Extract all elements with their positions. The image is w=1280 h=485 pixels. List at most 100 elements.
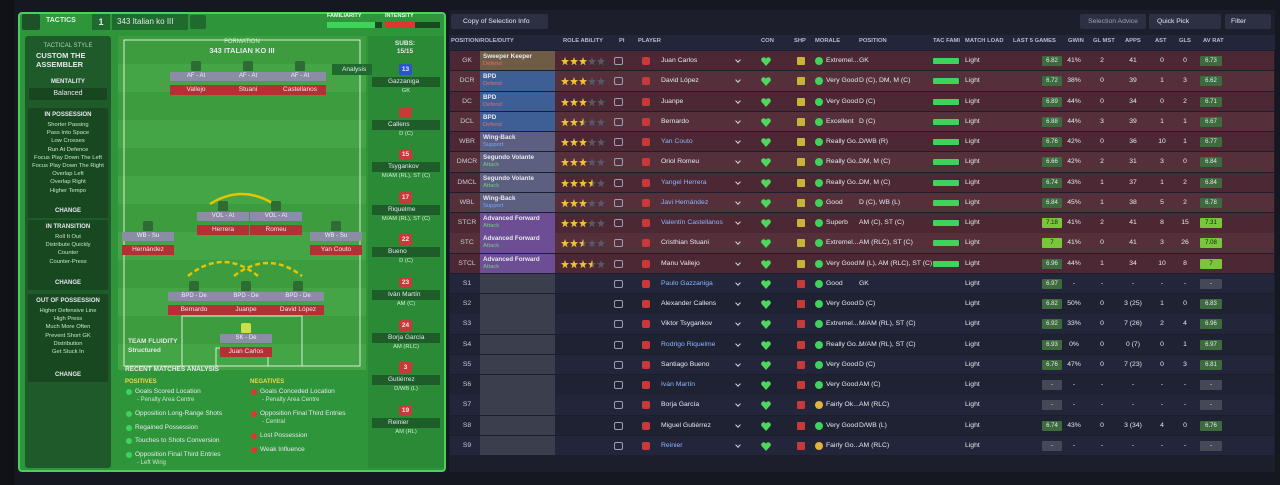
analysis-title[interactable]: RECENT MATCHES ANALYSIS <box>125 366 220 373</box>
section-item: Focus Play Down The Right <box>32 163 104 170</box>
player-name[interactable]: Iván Martín <box>661 381 695 389</box>
assists: 1 <box>1160 178 1164 186</box>
player-name[interactable]: Vallejo <box>170 85 222 95</box>
add-button[interactable] <box>190 15 206 29</box>
column-header[interactable]: POSITION/ROLE/DUTY <box>451 38 514 44</box>
tactic-name[interactable]: 343 Italian ko III <box>112 14 188 30</box>
player-name[interactable]: Castellanos <box>274 85 326 95</box>
player-name[interactable]: David López <box>272 305 324 315</box>
tactic-slot[interactable]: 1 <box>92 14 110 30</box>
apps: 34 <box>1129 97 1137 105</box>
sub-name[interactable]: Gutiérrez <box>372 375 440 386</box>
advice-button[interactable]: Selection Advice <box>1080 14 1146 29</box>
player-name[interactable]: Herrera <box>197 225 249 235</box>
column-header[interactable]: APPS <box>1125 38 1141 44</box>
position-code: S4 <box>462 340 472 348</box>
player-name[interactable]: Juan Carlos <box>220 347 272 357</box>
role-name[interactable]: Segundo Volante <box>483 154 534 162</box>
role-duty: Defend <box>483 61 502 67</box>
sub-name[interactable]: Callens <box>372 119 440 130</box>
column-header[interactable]: PI <box>619 38 625 44</box>
player-name[interactable]: Rodrigo Riquelme <box>661 340 716 348</box>
player-name[interactable]: Yangel Herrera <box>661 178 707 186</box>
sub-name[interactable]: Riquelme <box>372 204 440 215</box>
player-name[interactable]: Santiago Bueno <box>661 360 710 368</box>
role-name[interactable]: Wing-Back <box>483 194 516 202</box>
player-name[interactable]: Yan Couto <box>310 245 362 255</box>
position-code: WBR <box>459 138 475 146</box>
style-name[interactable]: CUSTOM THE ASSEMBLER <box>36 51 86 69</box>
player-name[interactable]: Bernardo <box>168 305 220 315</box>
role-name[interactable]: BPD <box>483 93 497 101</box>
morale: Very Good <box>826 77 859 85</box>
change-button[interactable]: CHANGE <box>54 208 81 214</box>
column-header[interactable]: PLAYER <box>638 38 661 44</box>
column-header[interactable]: CON <box>761 38 774 44</box>
sub-name[interactable]: Bueno <box>372 247 440 258</box>
familiarity-label: FAMILIARITY <box>327 13 362 19</box>
assists: 4 <box>1160 421 1164 429</box>
quick-pick-button[interactable]: Quick Pick <box>1149 14 1221 29</box>
sub-name[interactable]: Borja García <box>372 332 440 343</box>
player-name[interactable]: Juanpe <box>661 97 684 105</box>
change-button[interactable]: CHANGE <box>54 372 81 378</box>
player-name[interactable]: Alexander Callens <box>661 300 717 308</box>
player-name[interactable]: Bernardo <box>661 117 689 125</box>
role-name[interactable]: Segundo Volante <box>483 174 534 182</box>
tac-fami-bar <box>933 139 959 146</box>
role-name[interactable]: Sweeper Keeper <box>483 53 533 60</box>
filter-button[interactable]: Filter <box>1225 14 1271 29</box>
column-header[interactable]: GL MST <box>1093 38 1115 44</box>
column-header[interactable]: MORALE <box>815 38 841 44</box>
player-name[interactable]: Reinier <box>661 441 683 449</box>
column-header[interactable]: MATCH LOAD <box>965 38 1004 44</box>
stars-filled <box>561 239 584 248</box>
shirt-icon <box>642 441 650 450</box>
column-header[interactable]: ROLE ABILITY <box>563 38 604 44</box>
sub-name[interactable]: Iván Martín <box>372 290 440 300</box>
column-header[interactable]: AV RAT <box>1203 38 1224 44</box>
mentality-select[interactable]: Balanced <box>29 88 107 100</box>
role-name[interactable]: Advanced Forward <box>483 215 540 223</box>
view-select[interactable]: Copy of Selection Info <box>451 14 548 29</box>
player-name[interactable]: Romeu <box>250 225 302 235</box>
player-name[interactable]: Juan Carlos <box>661 57 698 64</box>
formation-name[interactable]: 343 ITALIAN KO III <box>209 46 275 55</box>
player-name[interactable]: Paulo Gazzaniga <box>661 279 713 287</box>
sub-name[interactable]: Gazzaniga <box>372 77 440 87</box>
role-name[interactable]: Advanced Forward <box>483 255 540 263</box>
column-header[interactable]: TAC FAMI <box>933 38 960 44</box>
column-header[interactable]: GWIN <box>1068 38 1084 44</box>
sub-name[interactable]: Reinier <box>372 417 440 428</box>
player-name[interactable]: David López <box>661 77 699 85</box>
player-name[interactable]: Yan Couto <box>661 138 693 146</box>
player-name[interactable]: Viktor Tsygankov <box>661 320 713 328</box>
column-header[interactable]: LAST 5 GAMES <box>1013 38 1056 44</box>
player-name[interactable]: Juanpe <box>220 305 272 315</box>
role-name[interactable]: BPD <box>483 73 497 81</box>
analysis-button[interactable]: Analysis <box>332 64 372 75</box>
player-name[interactable]: Miguel Gutiérrez <box>661 421 711 429</box>
role-name[interactable]: BPD <box>483 113 497 121</box>
player-name[interactable]: Borja García <box>661 401 700 409</box>
morale-icon <box>815 57 823 65</box>
player-role: WB - Su <box>310 232 362 241</box>
column-header[interactable]: SHP <box>794 38 806 44</box>
back-button[interactable] <box>22 14 40 30</box>
morale: Extremel... <box>826 239 859 247</box>
player-name[interactable]: Stuani <box>222 85 274 95</box>
assists: 3 <box>1160 158 1164 166</box>
player-name[interactable]: Valentín Castellanos <box>661 219 723 227</box>
player-name[interactable]: Manu Vallejo <box>661 259 700 267</box>
column-header[interactable]: POSITION <box>859 38 887 44</box>
player-name[interactable]: Cristhian Stuani <box>661 239 709 247</box>
player-name[interactable]: Oriol Romeu <box>661 158 700 166</box>
player-name[interactable]: Hernández <box>122 245 174 255</box>
role-name[interactable]: Advanced Forward <box>483 235 540 243</box>
column-header[interactable]: GLS <box>1179 38 1191 44</box>
role-name[interactable]: Wing-Back <box>483 134 516 142</box>
sub-name[interactable]: Tsygankov <box>372 162 440 173</box>
column-header[interactable]: AST <box>1155 38 1167 44</box>
player-name[interactable]: Javi Hernández <box>661 198 709 206</box>
change-button[interactable]: CHANGE <box>54 280 81 286</box>
